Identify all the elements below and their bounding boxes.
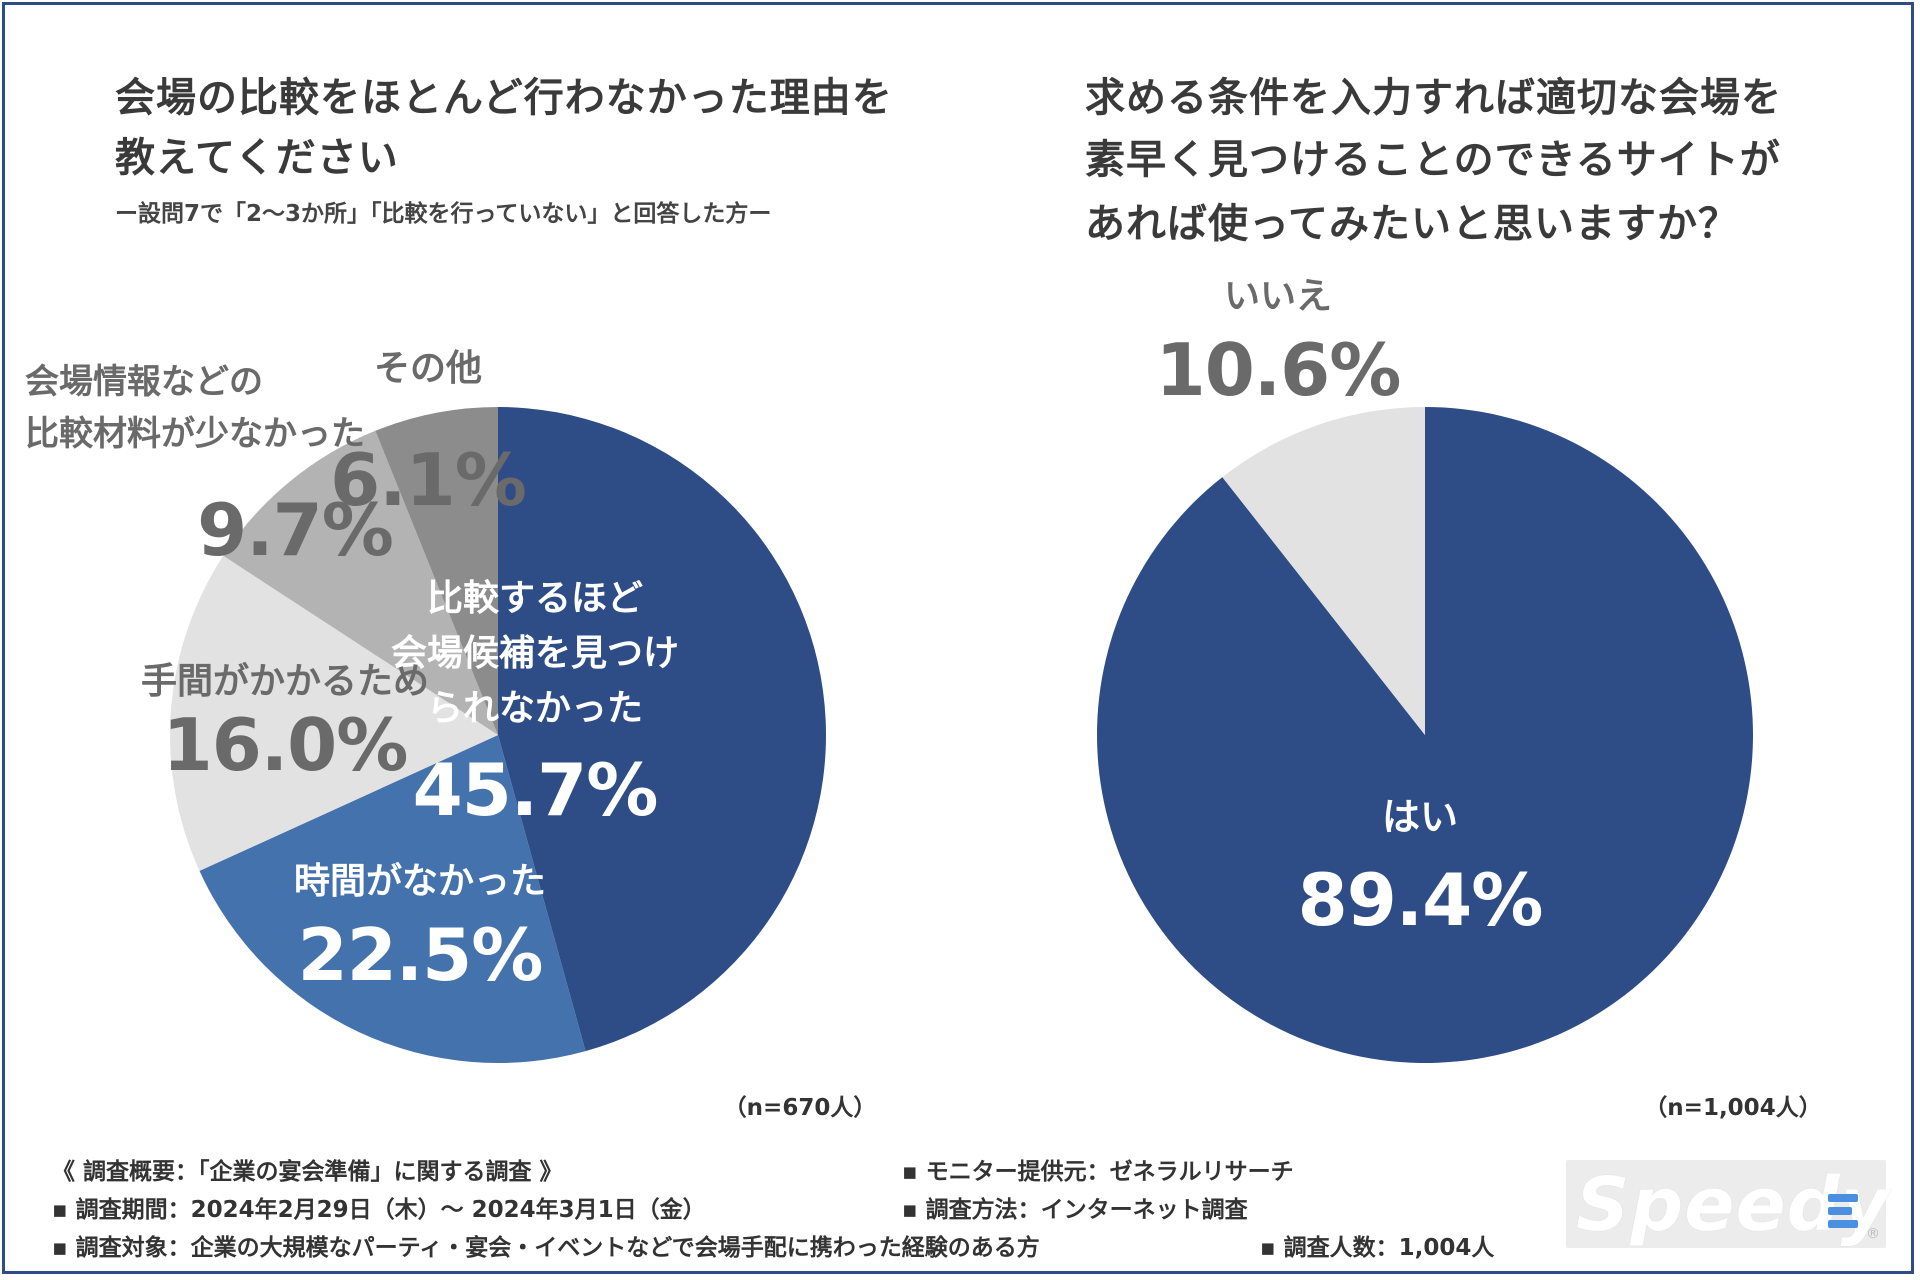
right-slice-0-label-line-0: はい [1382,795,1458,839]
footer-method: ▪ 調査方法：インターネット調査 [902,1197,1248,1223]
left-slice-0-label-line-0: 比較するほど [427,578,643,619]
left-chart-title-line2: 教えてください [115,135,399,181]
right-slice-1-label-line-0: いいえ [1224,276,1332,317]
left-slice-4 [375,407,498,735]
footer-period: ▪ 調査期間：2024年2月29日（木）〜 2024年3月1日（金） [52,1197,706,1223]
left-slice-2 [170,555,498,871]
left-slice-0 [498,407,826,1052]
left-slice-0-label-line-1: 会場候補を見つけ [391,633,679,674]
left-slice-3 [223,430,498,735]
left-slice-2-label-line-0: 手間がかかるため [141,661,429,702]
left-slice-0-value: 45.7% [413,748,658,832]
left-sample-size: （n=670人） [724,1094,877,1121]
left-chart-title-line1: 会場の比較をほとんど行わなかった理由を [115,75,893,121]
right-chart-title-line2: 素早く見つけることのできるサイトが [1085,137,1781,183]
left-slice-3-label-line-1: 比較材料が少なかった [25,414,365,454]
left-slice-1 [199,735,586,1063]
left-pie-chart [170,407,826,1063]
right-slice-1-value: 10.6% [1156,328,1401,412]
left-slice-1-label-line-0: 時間がなかった [294,861,546,902]
left-slice-3-value: 9.7% [197,488,393,572]
logo-text: Speedy [1576,1162,1890,1248]
right-chart-title-line1: 求める条件を入力すれば適切な会場を [1085,75,1782,121]
left-chart-subtitle: ー設問7で「2〜3か所」「比較を行っていない」と回答した方ー [115,201,772,227]
footer-overview: 《 調査概要：「企業の宴会準備」に関する調査 》 [52,1159,563,1185]
footer-monitor: ▪ モニター提供元：ゼネラルリサーチ [902,1159,1294,1185]
right-sample-size: （n=1,004人） [1644,1094,1821,1121]
right-chart-title-line3: あれば使ってみたいと思いますか？ [1085,201,1739,247]
logo-mark-icon [1828,1194,1864,1230]
left-slice-1-value: 22.5% [298,913,543,997]
left-slice-3-label-line-0: 会場情報などの [25,362,263,402]
footer-target: ▪ 調査対象：企業の大規模なパーティ・宴会・イベントなどで会場手配に携わった経験… [52,1235,1040,1261]
left-slice-0-label-line-2: られなかった [427,688,643,729]
speedy-logo: Speedy ® [1566,1160,1889,1248]
left-slice-4-value: 6.1% [330,438,526,522]
right-pie-chart [1097,407,1753,1064]
right-slice-1 [1222,407,1425,735]
footer-count: ▪ 調査人数：1,004人 [1260,1235,1495,1261]
logo-registered-mark: ® [1866,1226,1880,1242]
right-slice-0-value: 89.4% [1298,858,1543,942]
right-slice-0 [1097,407,1753,1064]
left-slice-4-label-line-0: その他 [374,348,482,389]
left-slice-2-value: 16.0% [163,703,408,787]
